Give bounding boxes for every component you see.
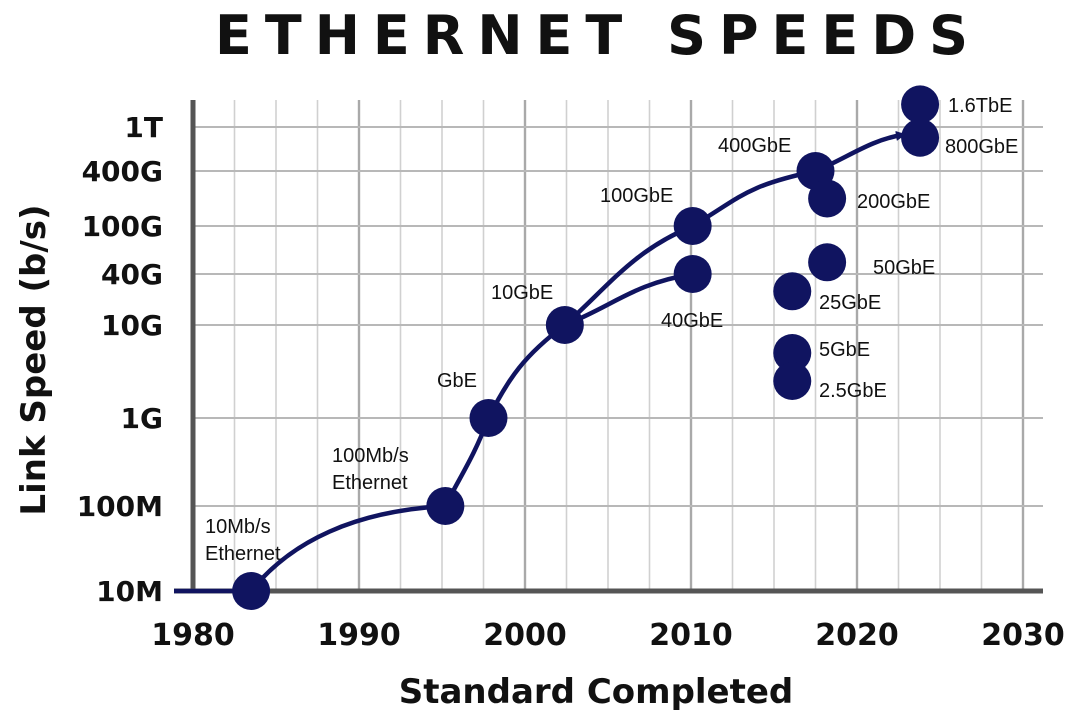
data-point-label: 10GbE — [491, 282, 553, 304]
data-point-marker — [773, 361, 812, 400]
data-point-marker — [808, 179, 847, 218]
trend-curve — [563, 223, 694, 327]
x-tick-label: 1980 — [151, 618, 235, 653]
trend-curve — [249, 503, 446, 593]
axes — [174, 100, 1043, 594]
data-point-marker — [808, 243, 847, 282]
x-axis-title: Standard Completed — [399, 672, 794, 712]
data-point-marker — [773, 272, 812, 311]
x-tick-label: 1990 — [317, 618, 401, 653]
data-point-label: 100Mb/s Ethernet — [332, 445, 409, 494]
data-point-marker — [426, 487, 465, 525]
data-point-label: 100GbE — [600, 185, 673, 207]
y-tick-label: 400G — [82, 155, 163, 188]
y-tick-label: 1G — [121, 402, 163, 435]
data-point-label: 400GbE — [718, 135, 791, 157]
x-tick-label: 2010 — [649, 618, 733, 653]
data-point-label: 200GbE — [857, 191, 930, 213]
y-tick-label: 100M — [77, 490, 163, 523]
data-point-label: GbE — [437, 370, 477, 392]
y-tick-label: 100G — [82, 210, 163, 243]
y-tick-label: 40G — [101, 258, 163, 291]
trend-curve — [691, 168, 816, 228]
data-point-marker — [901, 85, 940, 124]
data-point-label: 800GbE — [945, 136, 1018, 158]
data-point-label: 50GbE — [873, 257, 935, 279]
x-tick-label: 2000 — [483, 618, 567, 653]
data-point-label: 25GbE — [819, 292, 881, 314]
y-axis-title: Link Speed (b/s) — [14, 204, 54, 515]
x-tick-label: 2020 — [815, 618, 899, 653]
data-point-label: 1.6TbE — [948, 95, 1012, 117]
chart-title: ETHERNET SPEEDS — [215, 4, 981, 67]
data-point-marker — [469, 399, 508, 437]
grid — [191, 100, 1043, 591]
data-point-marker — [673, 254, 712, 293]
y-tick-label: 1T — [124, 111, 163, 144]
x-tick-label: 2030 — [981, 618, 1065, 653]
data-point-label: 40GbE — [661, 310, 723, 332]
y-tick-label: 10G — [101, 309, 163, 342]
data-point-label: 5GbE — [819, 339, 870, 361]
data-point-marker — [545, 306, 584, 344]
data-points: 10Mb/s Ethernet 100Mb/s Ethernet GbE 10GbE 40G… — [205, 85, 1018, 610]
data-point-label: 10Mb/s Ethernet — [205, 516, 281, 565]
tick-labels: 10M 100M 1G 10G 40G 100G 400G 1T 1980 1990 2000 201… — [77, 111, 1065, 653]
data-point-marker — [773, 333, 812, 372]
y-tick-label: 10M — [96, 575, 163, 608]
data-point-label: 2.5GbE — [819, 380, 887, 402]
data-point-marker — [901, 118, 940, 157]
data-point-marker — [232, 572, 271, 610]
data-point-marker — [673, 207, 712, 245]
